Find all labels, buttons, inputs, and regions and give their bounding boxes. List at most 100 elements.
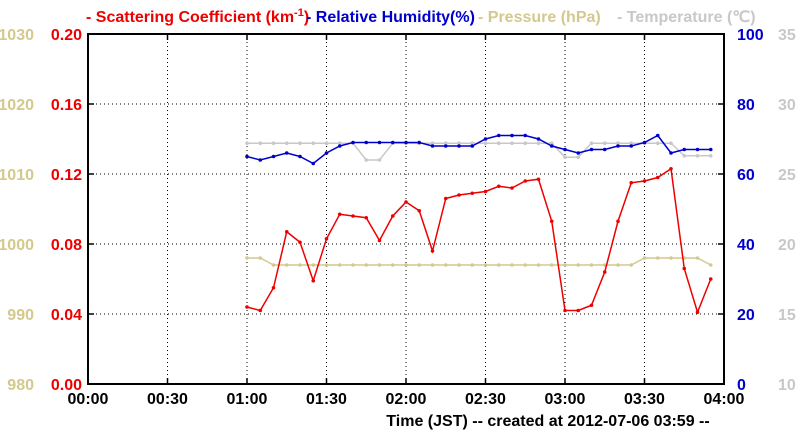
humidity-point [245,154,249,159]
temperature-point [496,141,501,145]
humidity-point [602,147,607,152]
series-temperature [245,141,713,162]
pressure-point [695,256,700,260]
humidity-tick-label: 20 [737,307,755,324]
humidity-point [470,144,475,148]
temperature-point [457,141,461,145]
temperature-point [549,141,554,145]
scattering-point [351,214,355,218]
pressure-point [377,263,382,267]
legend-dash: - [617,9,627,26]
temperature-point [311,141,316,145]
temperature-point [364,158,369,162]
legend-superscript: -1 [294,7,304,19]
humidity-point [351,140,355,145]
scattering-point [629,180,634,185]
scattering-point [311,278,316,283]
x-tick-label: 03:00 [545,391,586,408]
scattering-point [245,305,249,309]
pressure-point [298,263,302,267]
scattering-point [417,208,422,213]
humidity-point [642,140,647,145]
pressure-point [417,263,422,267]
humidity-point [616,144,620,148]
scattering-point [390,214,395,218]
scattering-point [602,270,607,274]
scattering-point [536,177,541,182]
scattering-point [563,308,567,313]
humidity-tick-label: 100 [737,27,764,44]
temperature-point [443,141,448,145]
humidity-point [496,133,501,138]
temperature-point [523,141,528,145]
pressure-point [708,263,713,267]
pressure-point [549,263,554,267]
scattering-point [496,184,501,189]
temperature-point [616,141,620,145]
pressure-point [311,263,316,267]
scattering-point [616,219,620,224]
temperature-tick-label: 35 [778,27,796,44]
temperature-point [589,141,594,145]
humidity-point [483,137,488,141]
pressure-point [457,263,461,267]
scattering-point [470,191,475,196]
legend: - Scattering Coefficient (km-1)- Relativ… [86,7,756,26]
temperature-point [695,154,700,158]
pressure-line [247,257,712,266]
axes: 00:00 00:30 01:00 01:30 02:00 02:30 03:00 03:30… [0,27,796,408]
pressure-point [245,256,249,260]
temperature-point [271,141,276,145]
x-tick-label: 03:30 [624,391,665,408]
grid [88,34,724,384]
humidity-point [404,140,408,145]
humidity-point [576,151,581,155]
temperature-point [377,158,382,162]
scattering-point [457,193,461,197]
pressure-tick-label: 980 [7,377,34,394]
scattering-point [589,303,594,308]
humidity-point [364,140,369,145]
humidity-point [549,144,554,148]
legend-item: - Temperature (℃) [617,9,756,26]
temperature-point [258,141,263,145]
humidity-point [311,161,316,166]
humidity-point [258,158,263,162]
humidity-point [337,144,342,148]
temperature-tick-label: 30 [778,97,796,114]
pressure-point [523,263,528,267]
legend-item: - Scattering Coefficient (km-1) [86,7,309,26]
humidity-point [669,151,673,155]
humidity-tick-label: 40 [737,237,755,254]
scattering-point [483,189,488,194]
pressure-tick-label: 1000 [0,237,34,254]
humidity-point [563,147,567,152]
pressure-point [430,263,435,267]
temperature-point [245,141,249,145]
x-tick-label: 00:00 [68,391,109,408]
scattering-tick-label: 0.04 [51,307,82,324]
humidity-point [430,144,435,148]
scattering-point [324,236,329,241]
scattering-line [246,167,712,315]
scattering-point [284,229,289,234]
x-tick-label: 02:00 [386,391,427,408]
series-pressure [245,256,713,267]
humidity-point [443,144,448,148]
temperature-point [669,141,673,145]
humidity-point [523,133,528,138]
scattering-tick-label: 0.16 [51,97,82,114]
scattering-point [510,186,514,190]
humidity-point [536,137,541,141]
humidity-line [246,134,711,165]
legend-dash: - [86,9,96,26]
legend-label: Scattering Coefficient (km [96,9,294,26]
scattering-tick-label: 0.00 [51,377,82,394]
scattering-point [377,238,382,243]
humidity-point [655,133,660,138]
humidity-point [298,154,302,159]
x-axis-label: Time (JST) -- created at 2012-07-06 03:5… [386,413,709,430]
pressure-point [536,263,541,267]
series-scattering [245,166,713,315]
scattering-point [523,179,528,183]
